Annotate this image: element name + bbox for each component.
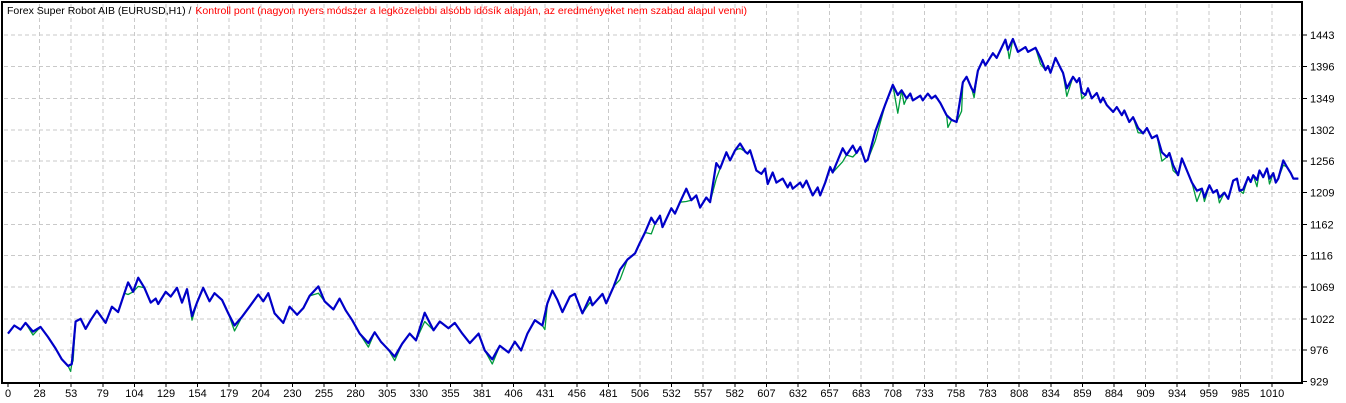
y-tick-label: 1349	[1310, 93, 1334, 105]
x-tick-label: 582	[726, 388, 744, 400]
x-tick-label: 733	[915, 388, 933, 400]
y-tick-label: 976	[1310, 345, 1328, 357]
chart-title-bar: Forex Super Robot AIB (EURUSD,H1) / Kontr…	[7, 5, 747, 17]
x-tick-label: 884	[1105, 388, 1123, 400]
x-tick-label: 708	[884, 388, 902, 400]
y-tick-label: 1256	[1310, 156, 1334, 168]
x-tick-label: 179	[220, 388, 238, 400]
x-tick-label: 657	[820, 388, 838, 400]
x-tick-label: 758	[947, 388, 965, 400]
x-tick-label: 934	[1168, 388, 1186, 400]
x-tick-label: 683	[852, 388, 870, 400]
y-tick-label: 1022	[1310, 314, 1334, 326]
y-tick-label: 1116	[1310, 250, 1333, 262]
x-tick-label: 230	[283, 388, 301, 400]
x-tick-label: 280	[346, 388, 364, 400]
x-tick-label: 834	[1042, 388, 1060, 400]
x-tick-label: 506	[631, 388, 649, 400]
x-tick-label: 557	[694, 388, 712, 400]
y-tick-label: 1209	[1310, 188, 1334, 200]
x-tick-label: 79	[97, 388, 109, 400]
x-tick-label: 607	[757, 388, 775, 400]
x-tick-label: 305	[378, 388, 396, 400]
y-tick-label: 929	[1310, 377, 1328, 389]
x-tick-label: 204	[252, 388, 270, 400]
x-tick-label: 355	[441, 388, 459, 400]
x-tick-label: 985	[1231, 388, 1249, 400]
x-tick-label: 53	[65, 388, 77, 400]
y-tick-label: 1302	[1310, 125, 1334, 137]
x-tick-label: 104	[125, 388, 143, 400]
y-tick-label: 1162	[1310, 219, 1334, 231]
x-tick-label: 154	[188, 388, 206, 400]
x-tick-label: 532	[662, 388, 680, 400]
x-tick-label: 909	[1136, 388, 1154, 400]
x-tick-label: 381	[473, 388, 491, 400]
x-tick-label: 1010	[1260, 388, 1284, 400]
x-tick-label: 431	[536, 388, 554, 400]
y-tick-label: 1396	[1310, 62, 1334, 74]
y-tick-label: 1069	[1310, 282, 1334, 294]
x-tick-label: 0	[5, 388, 11, 400]
x-tick-label: 481	[599, 388, 617, 400]
x-tick-label: 808	[1010, 388, 1028, 400]
x-tick-label: 28	[33, 388, 45, 400]
x-tick-label: 330	[410, 388, 428, 400]
x-tick-label: 406	[504, 388, 522, 400]
x-tick-label: 129	[157, 388, 175, 400]
chart-subtitle-warning: Kontroll pont (nagyon nyers módszer a le…	[195, 5, 747, 17]
x-tick-label: 632	[789, 388, 807, 400]
x-tick-label: 456	[568, 388, 586, 400]
x-tick-label: 859	[1073, 388, 1091, 400]
balance-line	[7, 37, 1299, 368]
x-tick-label: 783	[978, 388, 996, 400]
y-tick-label: 1443	[1310, 30, 1334, 42]
chart-title: Forex Super Robot AIB (EURUSD,H1) /	[7, 5, 192, 17]
x-tick-label: 959	[1200, 388, 1218, 400]
x-tick-label: 255	[315, 388, 333, 400]
